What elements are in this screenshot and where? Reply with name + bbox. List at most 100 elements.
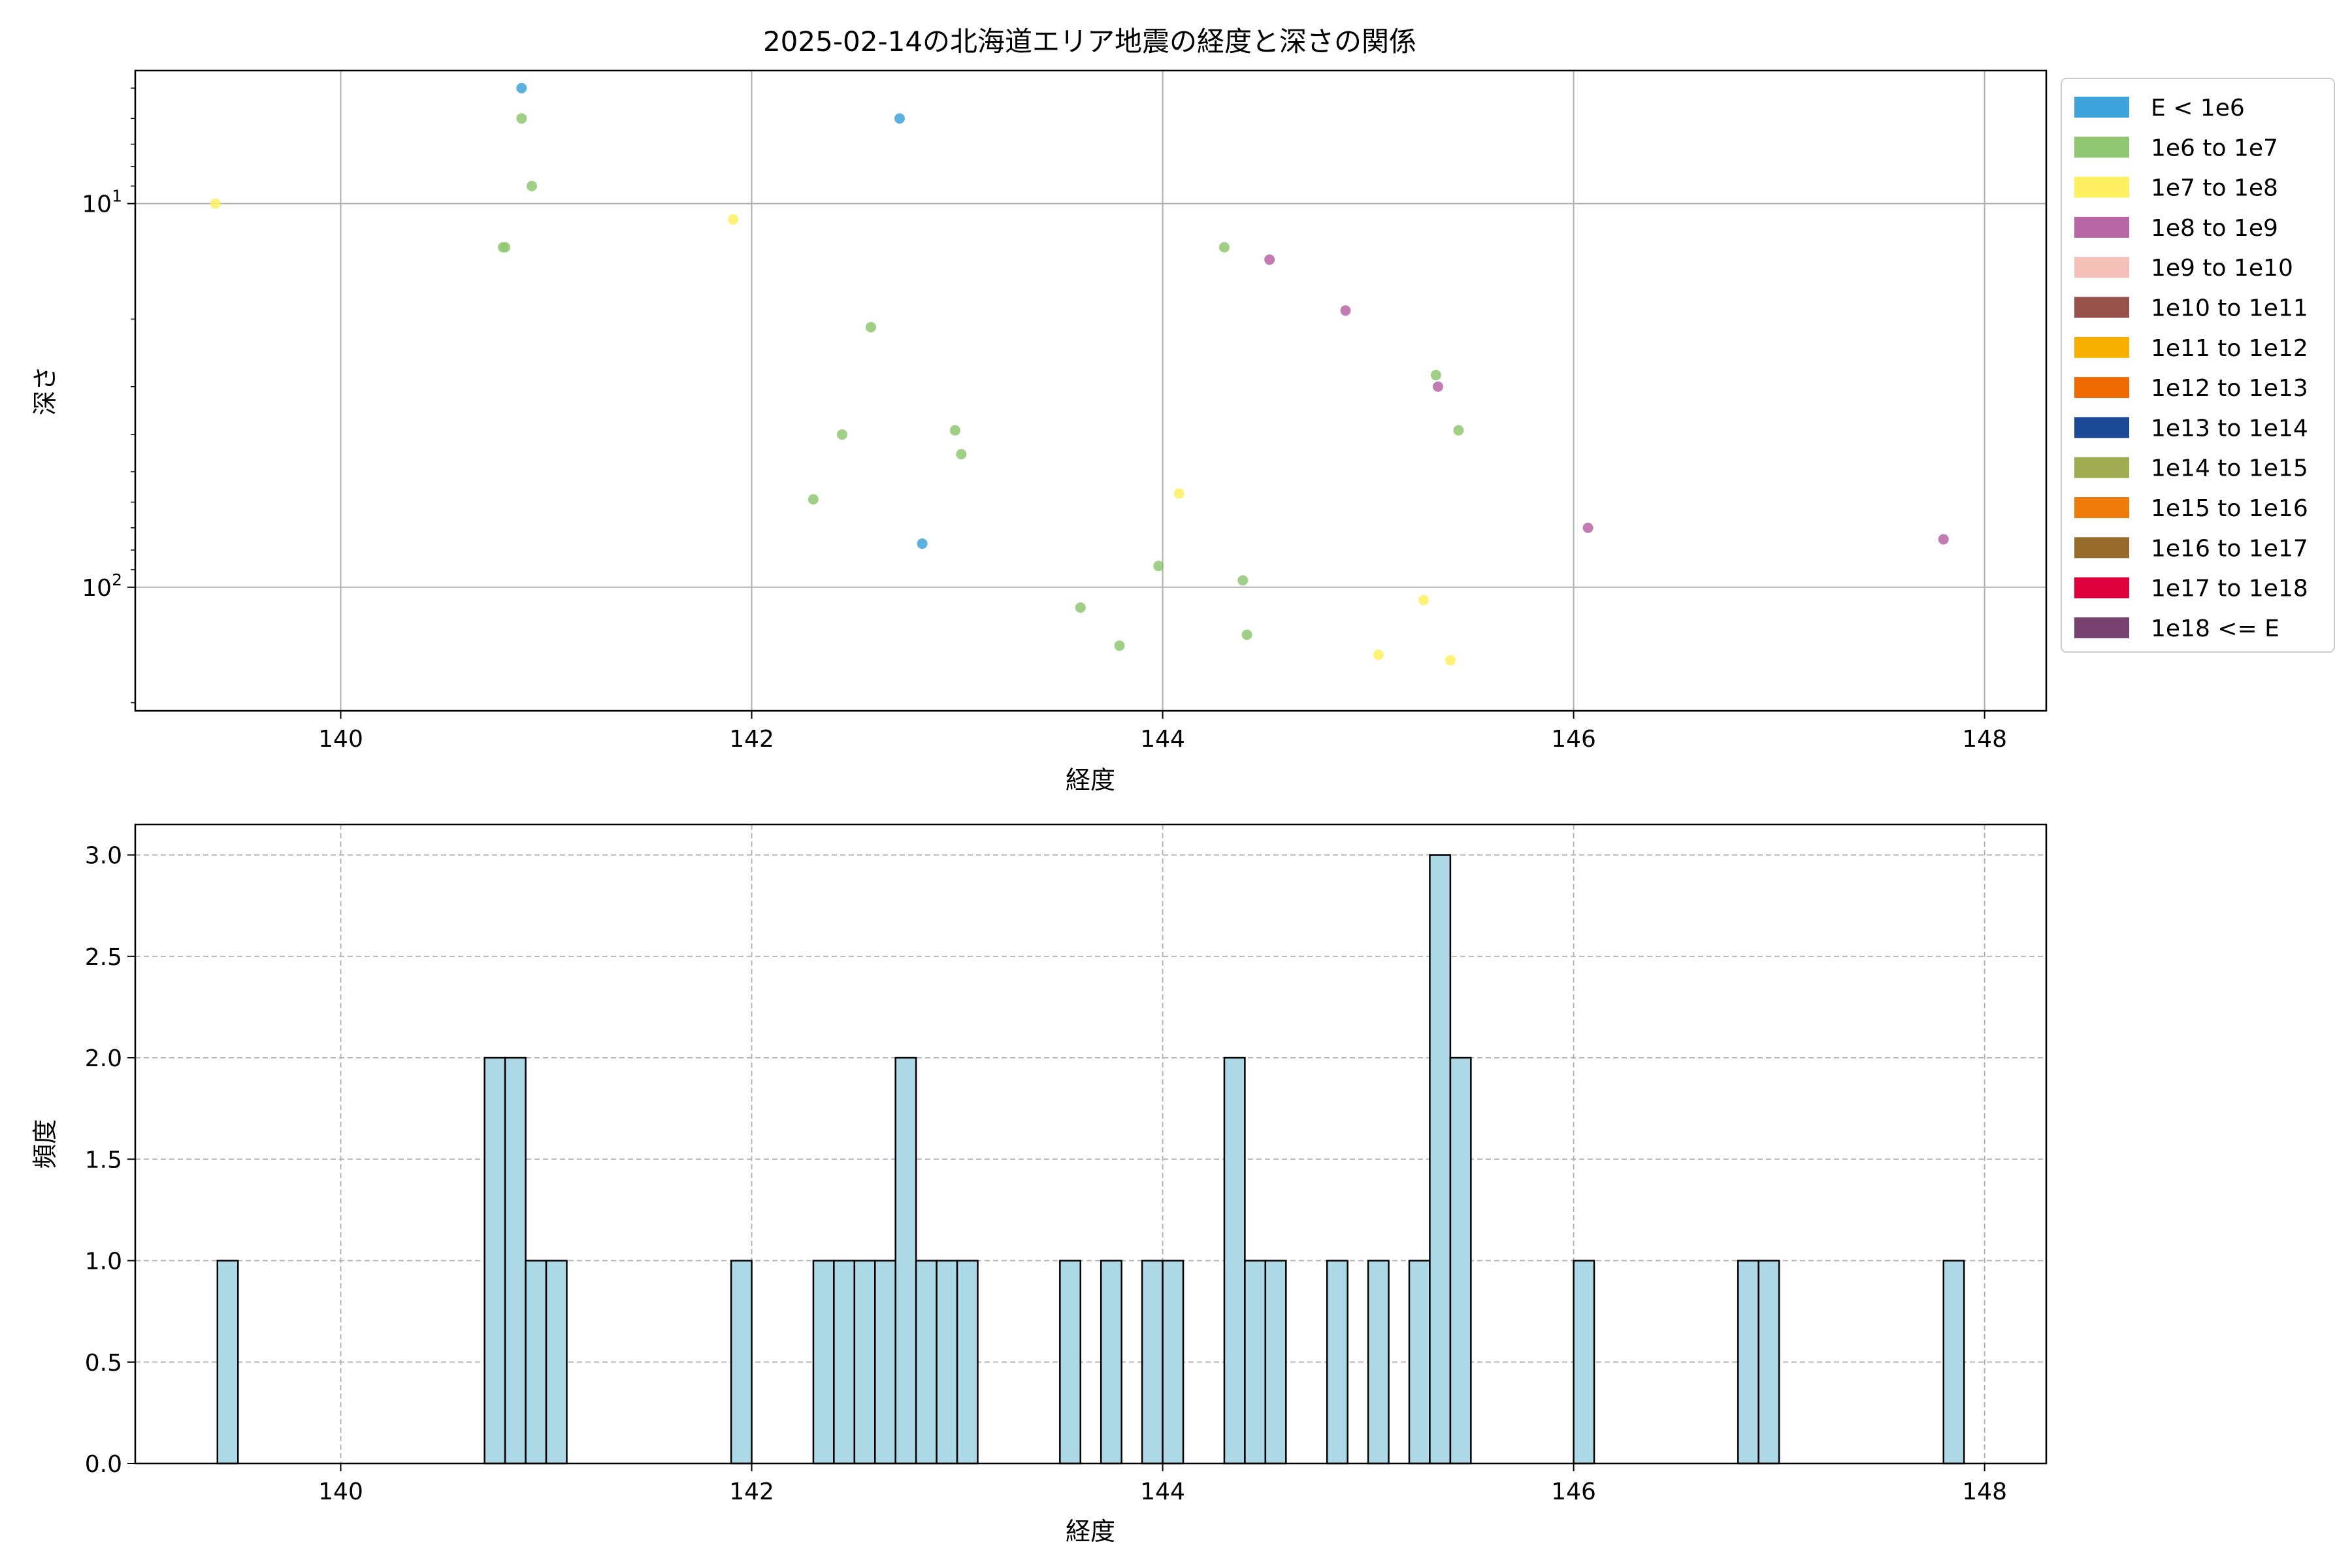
scatter-x-tick-label: 146 bbox=[1551, 726, 1596, 753]
legend-swatch bbox=[2074, 377, 2129, 399]
legend-swatch bbox=[2074, 257, 2129, 278]
histogram-y-tick-label: 0.0 bbox=[85, 1451, 122, 1478]
legend-label: 1e16 to 1e17 bbox=[2151, 535, 2308, 562]
legend-swatch bbox=[2074, 97, 2129, 118]
scatter-point bbox=[865, 321, 876, 333]
scatter-point bbox=[1218, 242, 1230, 253]
histogram-bars bbox=[216, 854, 1965, 1465]
scatter-point bbox=[1340, 305, 1351, 316]
scatter-point bbox=[1418, 595, 1429, 606]
scatter-plot-frame bbox=[134, 69, 2048, 712]
scatter-point bbox=[1373, 649, 1384, 661]
legend-label: 1e15 to 1e16 bbox=[2151, 495, 2308, 522]
scatter-point bbox=[210, 198, 221, 209]
legend-swatch bbox=[2074, 537, 2129, 559]
scatter-point bbox=[516, 82, 527, 93]
scatter-point bbox=[1075, 602, 1086, 613]
scatter-chart: 2025-02-14の北海道エリア地震の経度と深さの関係 140 142 144 14… bbox=[31, 25, 2335, 794]
histogram-bar bbox=[1059, 1260, 1082, 1465]
legend-swatch bbox=[2074, 216, 2129, 238]
histogram-bar bbox=[894, 1056, 917, 1465]
histogram-x-ticks: 140 142 144 146 148 bbox=[318, 1463, 2007, 1505]
scatter-x-axis-label: 経度 bbox=[1066, 766, 1115, 794]
histogram-bar bbox=[874, 1260, 896, 1465]
scatter-title: 2025-02-14の北海道エリア地震の経度と深さの関係 bbox=[763, 25, 1416, 57]
histogram-bar bbox=[1573, 1260, 1595, 1465]
histogram-bar bbox=[915, 1260, 938, 1465]
scatter-point bbox=[1445, 655, 1456, 666]
legend-label: 1e9 to 1e10 bbox=[2151, 255, 2293, 282]
scatter-point bbox=[728, 214, 739, 225]
histogram-x-axis-label: 経度 bbox=[1066, 1517, 1115, 1546]
legend-label: 1e8 to 1e9 bbox=[2151, 215, 2278, 242]
scatter-point bbox=[917, 538, 928, 549]
histogram-y-tick-label: 3.0 bbox=[85, 843, 122, 870]
scatter-x-ticks: 140 142 144 146 148 bbox=[318, 711, 2007, 753]
legend-label: 1e10 to 1e11 bbox=[2151, 295, 2308, 322]
scatter-point bbox=[894, 113, 905, 124]
legend-label: 1e14 to 1e15 bbox=[2151, 455, 2308, 482]
histogram-bar bbox=[1408, 1260, 1431, 1465]
scatter-y-tick-label: 102 bbox=[82, 570, 122, 602]
legend-label: 1e13 to 1e14 bbox=[2151, 415, 2308, 442]
scatter-point bbox=[1433, 381, 1444, 392]
scatter-point bbox=[1453, 425, 1464, 436]
legend-swatch bbox=[2074, 497, 2129, 518]
scatter-point bbox=[836, 429, 847, 440]
histogram-y-ticks: 0.0 0.5 1.0 1.5 2.0 2.5 3.0 bbox=[85, 843, 135, 1478]
histogram-y-axis-label: 頻度 bbox=[31, 1119, 59, 1169]
histogram-bar bbox=[1162, 1260, 1184, 1465]
histogram-y-tick-label: 0.5 bbox=[85, 1350, 122, 1377]
scatter-point bbox=[1114, 640, 1125, 651]
histogram-bar bbox=[812, 1260, 835, 1465]
histogram-bar bbox=[730, 1260, 753, 1465]
histogram-grid bbox=[135, 825, 2046, 1464]
legend-label: 1e11 to 1e12 bbox=[2151, 335, 2308, 362]
scatter-point bbox=[1938, 534, 1949, 545]
legend-label: E < 1e6 bbox=[2151, 95, 2245, 122]
legend-swatch bbox=[2074, 617, 2129, 638]
histogram-chart: 140 142 144 146 148 0.0 0.5 1.0 1.5 2.0 2.5 3.0 経度… bbox=[31, 823, 2048, 1546]
legend-label: 1e6 to 1e7 bbox=[2151, 135, 2278, 161]
histogram-bar bbox=[1223, 1056, 1246, 1465]
legend-label: 1e17 to 1e18 bbox=[2151, 576, 2308, 602]
legend-swatch bbox=[2074, 417, 2129, 438]
histogram-bar bbox=[545, 1260, 568, 1465]
histogram-y-tick-label: 1.5 bbox=[85, 1147, 122, 1173]
scatter-grid bbox=[135, 71, 2046, 711]
histogram-y-tick-label: 1.0 bbox=[85, 1249, 122, 1275]
scatter-point bbox=[1582, 522, 1593, 533]
legend-swatch bbox=[2074, 137, 2129, 158]
histogram-bar bbox=[1244, 1260, 1267, 1465]
histogram-bar bbox=[483, 1056, 506, 1465]
scatter-point bbox=[1173, 488, 1184, 499]
legend-swatch bbox=[2074, 336, 2129, 358]
legend: E < 1e6 1e6 to 1e7 1e7 to 1e8 1e8 to 1e9 1e9… bbox=[2061, 78, 2335, 653]
scatter-x-tick-label: 140 bbox=[318, 726, 363, 753]
legend-entries: E < 1e6 1e6 to 1e7 1e7 to 1e8 1e8 to 1e9 1e9… bbox=[2074, 95, 2308, 642]
scatter-y-tick-label: 101 bbox=[82, 187, 122, 218]
histogram-bar bbox=[1942, 1260, 1965, 1465]
histogram-plot-frame bbox=[134, 823, 2048, 1465]
legend-swatch bbox=[2074, 176, 2129, 198]
legend-label: 1e12 to 1e13 bbox=[2151, 375, 2308, 402]
scatter-y-axis-label: 深さ bbox=[31, 366, 59, 416]
histogram-bar bbox=[1326, 1260, 1348, 1465]
histogram-bar bbox=[216, 1260, 239, 1465]
scatter-point bbox=[808, 494, 819, 505]
histogram-bar bbox=[1429, 854, 1452, 1465]
histogram-x-tick-label: 140 bbox=[318, 1478, 363, 1505]
scatter-point bbox=[1430, 370, 1441, 381]
scatter-x-tick-label: 148 bbox=[1962, 726, 2007, 753]
scatter-point bbox=[949, 425, 960, 436]
scatter-point bbox=[1153, 561, 1164, 572]
scatter-point bbox=[500, 242, 511, 253]
legend-label: 1e7 to 1e8 bbox=[2151, 175, 2278, 202]
scatter-point bbox=[516, 113, 527, 124]
scatter-x-tick-label: 144 bbox=[1140, 726, 1185, 753]
histogram-bar bbox=[936, 1260, 958, 1465]
histogram-bar bbox=[504, 1056, 527, 1465]
histogram-bar bbox=[1367, 1260, 1390, 1465]
scatter-point bbox=[1237, 575, 1249, 586]
scatter-point bbox=[1264, 254, 1275, 265]
